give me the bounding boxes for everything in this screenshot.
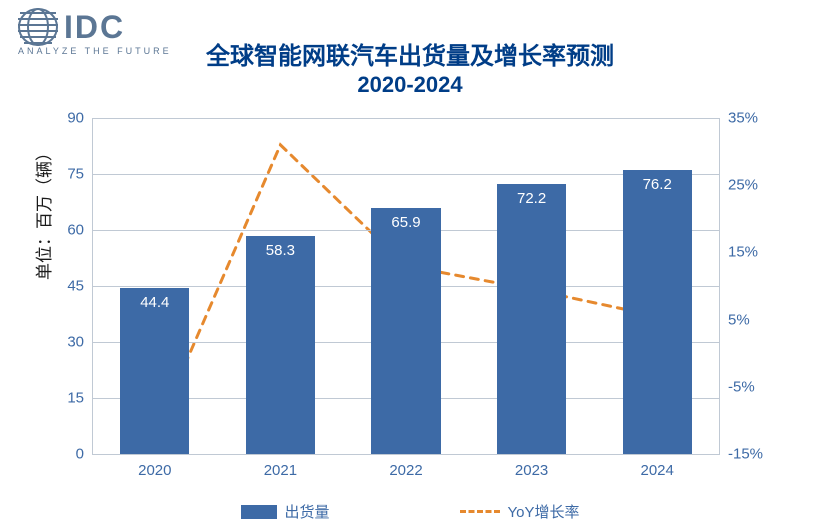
y1-tick-label: 45 <box>67 278 92 295</box>
legend-line-label: YoY增长率 <box>508 501 580 522</box>
y1-tick-label: 30 <box>67 334 92 351</box>
y1-tick-label: 60 <box>67 222 92 239</box>
legend-bar: 出货量 <box>241 501 330 522</box>
bar-value-label: 44.4 <box>120 294 189 311</box>
line-swatch-icon <box>460 510 500 513</box>
y1-tick-label: 90 <box>67 110 92 127</box>
y2-tick-label: -15% <box>720 446 763 463</box>
legend: 出货量 YoY增长率 <box>0 501 820 522</box>
y1-tick-label: 0 <box>76 446 92 463</box>
bar: 76.2 <box>623 170 692 454</box>
grid-line <box>92 118 720 119</box>
bar: 72.2 <box>497 184 566 454</box>
chart-subtitle: 2020-2024 <box>0 72 820 98</box>
bar: 65.9 <box>371 208 440 454</box>
y2-tick-label: -5% <box>720 378 755 395</box>
bar-swatch-icon <box>241 505 277 519</box>
chart-area: 0153045607590-15%-5%5%15%25%35%44.420205… <box>92 118 720 454</box>
legend-bar-label: 出货量 <box>285 501 330 522</box>
y1-tick-label: 15 <box>67 390 92 407</box>
x-tick-label: 2020 <box>138 454 171 479</box>
y2-tick-label: 25% <box>720 177 758 194</box>
bar-value-label: 72.2 <box>497 190 566 207</box>
y2-tick-label: 35% <box>720 110 758 127</box>
y2-tick-label: 15% <box>720 244 758 261</box>
bar-value-label: 58.3 <box>246 242 315 259</box>
bar: 44.4 <box>120 288 189 454</box>
bar-value-label: 76.2 <box>623 176 692 193</box>
y1-tick-label: 75 <box>67 166 92 183</box>
x-tick-label: 2022 <box>389 454 422 479</box>
x-tick-label: 2021 <box>264 454 297 479</box>
bar-value-label: 65.9 <box>371 214 440 231</box>
x-tick-label: 2023 <box>515 454 548 479</box>
y2-tick-label: 5% <box>720 311 750 328</box>
plot-region: 0153045607590-15%-5%5%15%25%35%44.420205… <box>92 118 720 454</box>
chart-title: 全球智能网联汽车出货量及增长率预测 <box>0 36 820 71</box>
legend-line: YoY增长率 <box>460 501 580 522</box>
y1-axis-title: 单位：百万（辆） <box>30 144 55 280</box>
bar: 58.3 <box>246 236 315 454</box>
x-tick-label: 2024 <box>641 454 674 479</box>
